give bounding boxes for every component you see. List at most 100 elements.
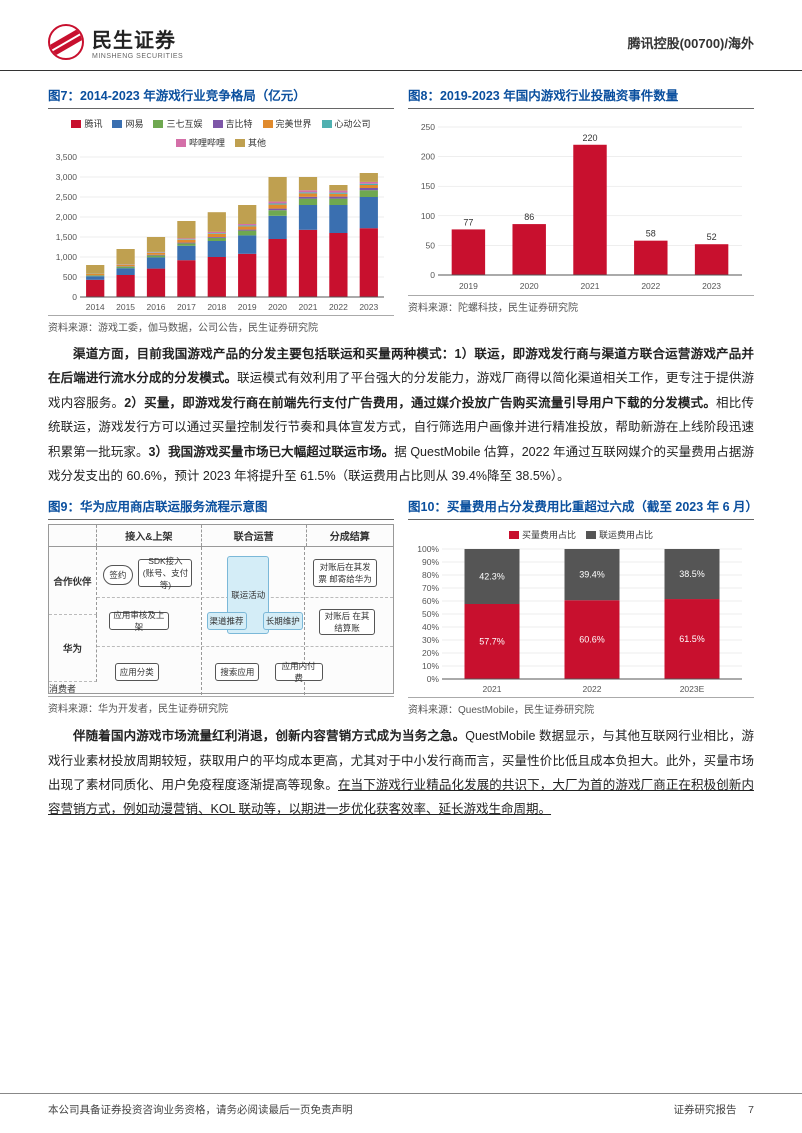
chart8-title: 图8：2019-2023 年国内游戏行业投融资事件数量 [408, 85, 754, 109]
chart8-container: 图8：2019-2023 年国内游戏行业投融资事件数量 0 50 100 150 200… [408, 85, 754, 334]
flow-row1: 合作伙伴 [49, 547, 97, 615]
svg-text:60%: 60% [422, 596, 439, 606]
paragraph-1: 渠道方面，目前我国游戏产品的分发主要包括联运和买量两种模式：1）联运，即游戏发行… [48, 342, 754, 488]
svg-text:70%: 70% [422, 583, 439, 593]
chart7-svg: 0 500 1,000 1,500 2,000 2,500 3,000 3,500 2014 20… [48, 153, 388, 313]
page-footer: 本公司具备证券投资咨询业务资格，请务必阅读最后一页免责声明 证券研究报告 7 [0, 1093, 802, 1133]
svg-text:2022: 2022 [583, 684, 602, 694]
chart8-source: 资料来源：陀螺科技，民生证券研究院 [408, 295, 754, 314]
flow-h1: 接入&上架 [97, 525, 202, 546]
svg-text:40%: 40% [422, 622, 439, 632]
svg-text:2021: 2021 [483, 684, 502, 694]
svg-text:20%: 20% [422, 648, 439, 658]
svg-text:0%: 0% [427, 674, 440, 684]
chart9-source: 资料来源：华为开发者，民生证券研究院 [48, 696, 394, 715]
logo: 民生证券 MINSHENG SECURITIES [48, 24, 183, 60]
svg-text:2023: 2023 [702, 281, 721, 291]
chart8-svg: 0 50 100 150 200 250 77 2019 86 2020 220 2021 58 2022… [408, 113, 748, 293]
svg-text:100: 100 [421, 211, 435, 221]
svg-text:58: 58 [646, 229, 656, 239]
svg-text:2020: 2020 [520, 281, 539, 291]
svg-text:0: 0 [430, 270, 435, 280]
svg-text:2022: 2022 [641, 281, 660, 291]
chart10-source: 资料来源：QuestMobile，民生证券研究院 [408, 697, 754, 716]
svg-text:2017: 2017 [177, 302, 196, 312]
flow-node: 对账后在其发票 邮寄给华为 [313, 559, 377, 587]
flow-h3: 分成结算 [307, 525, 393, 546]
svg-text:52: 52 [707, 232, 717, 242]
svg-text:2018: 2018 [207, 302, 226, 312]
svg-text:42.3%: 42.3% [479, 572, 505, 582]
chart10-svg: 0% 10% 20% 30% 40% 50% 60% 70% 80% 90% 100% 57.7% 42… [408, 545, 748, 695]
svg-text:10%: 10% [422, 661, 439, 671]
svg-text:2022: 2022 [329, 302, 348, 312]
logo-icon [48, 24, 84, 60]
flow-node: 应用分类 [115, 663, 159, 681]
page-header: 民生证券 MINSHENG SECURITIES 腾讯控股(00700)/海外 [0, 0, 802, 71]
chart10-legend: 买量费用占比联运费用占比 [408, 524, 754, 545]
chart7-title: 图7：2014-2023 年游戏行业竞争格局（亿元） [48, 85, 394, 109]
svg-text:30%: 30% [422, 635, 439, 645]
svg-text:77: 77 [463, 217, 473, 227]
svg-text:90%: 90% [422, 557, 439, 567]
flow-h0 [49, 525, 97, 546]
flow-node: 对账后 在其结算账 [319, 609, 375, 635]
svg-text:1,500: 1,500 [56, 232, 78, 242]
svg-text:150: 150 [421, 181, 435, 191]
svg-text:57.7%: 57.7% [479, 637, 505, 647]
svg-text:38.5%: 38.5% [679, 569, 705, 579]
svg-text:50%: 50% [422, 609, 439, 619]
svg-text:2021: 2021 [299, 302, 318, 312]
svg-text:2014: 2014 [86, 302, 105, 312]
svg-text:250: 250 [421, 122, 435, 132]
svg-text:2023: 2023 [359, 302, 378, 312]
svg-text:2023E: 2023E [680, 684, 705, 694]
chart9-diagram: 接入&上架 联合运营 分成结算 合作伙伴 华为 消费者 签约S [48, 524, 394, 694]
chart9-title: 图9：华为应用商店联运服务流程示意图 [48, 496, 394, 520]
svg-text:2020: 2020 [268, 302, 287, 312]
svg-text:80%: 80% [422, 570, 439, 580]
logo-cn: 民生证券 [92, 24, 183, 53]
svg-text:2019: 2019 [238, 302, 257, 312]
svg-text:500: 500 [63, 272, 77, 282]
chart10-title: 图10：买量费用占分发费用比重超过六成（截至 2023 年 6 月） [408, 496, 754, 520]
svg-text:39.4%: 39.4% [579, 570, 605, 580]
chart7-legend: 腾讯网易三七互娱吉比特完美世界心动公司哔哩哔哩其他 [48, 113, 394, 153]
chart7-container: 图7：2014-2023 年游戏行业竞争格局（亿元） 腾讯网易三七互娱吉比特完美… [48, 85, 394, 334]
flow-node: 长期维护 [263, 612, 303, 630]
svg-text:2,500: 2,500 [56, 192, 78, 202]
flow-node: 渠道推荐 [207, 612, 247, 630]
chart10-container: 图10：买量费用占分发费用比重超过六成（截至 2023 年 6 月） 买量费用占… [408, 496, 754, 716]
svg-text:3,500: 3,500 [56, 153, 78, 162]
paragraph-2: 伴随着国内游戏市场流量红利消退，创新内容营销方式成为当务之急。QuestMobi… [48, 724, 754, 822]
svg-text:61.5%: 61.5% [679, 634, 705, 644]
svg-text:60.6%: 60.6% [579, 635, 605, 645]
flow-node: 应用审核及上架 [109, 612, 169, 630]
flow-node: 搜索应用 [215, 663, 259, 681]
footer-right: 证券研究报告 7 [673, 1102, 754, 1117]
svg-text:0: 0 [72, 292, 77, 302]
svg-text:200: 200 [421, 152, 435, 162]
svg-text:1,000: 1,000 [56, 252, 78, 262]
flow-h2: 联合运营 [202, 525, 307, 546]
svg-text:2016: 2016 [147, 302, 166, 312]
flow-row2: 华为 [49, 615, 97, 683]
svg-text:2019: 2019 [459, 281, 478, 291]
svg-text:2,000: 2,000 [56, 212, 78, 222]
chart7-source: 资料来源：游戏工委，伽马数据，公司公告，民生证券研究院 [48, 315, 394, 334]
svg-text:3,000: 3,000 [56, 172, 78, 182]
flow-node: 签约 [103, 565, 133, 585]
header-stock-info: 腾讯控股(00700)/海外 [628, 33, 754, 52]
svg-text:2015: 2015 [116, 302, 135, 312]
footer-disclaimer: 本公司具备证券投资咨询业务资格，请务必阅读最后一页免责声明 [48, 1102, 353, 1117]
svg-text:86: 86 [524, 212, 534, 222]
svg-text:100%: 100% [417, 545, 439, 554]
svg-text:220: 220 [582, 133, 597, 143]
flow-row3: 消费者 [49, 682, 97, 695]
svg-text:2021: 2021 [581, 281, 600, 291]
logo-en: MINSHENG SECURITIES [92, 53, 183, 60]
flow-node: 应用内付费 [275, 663, 323, 681]
svg-text:50: 50 [426, 240, 436, 250]
flow-node: SDK接入 (账号、支付等) [138, 559, 192, 587]
chart9-container: 图9：华为应用商店联运服务流程示意图 接入&上架 联合运营 分成结算 合作伙伴 … [48, 496, 394, 716]
